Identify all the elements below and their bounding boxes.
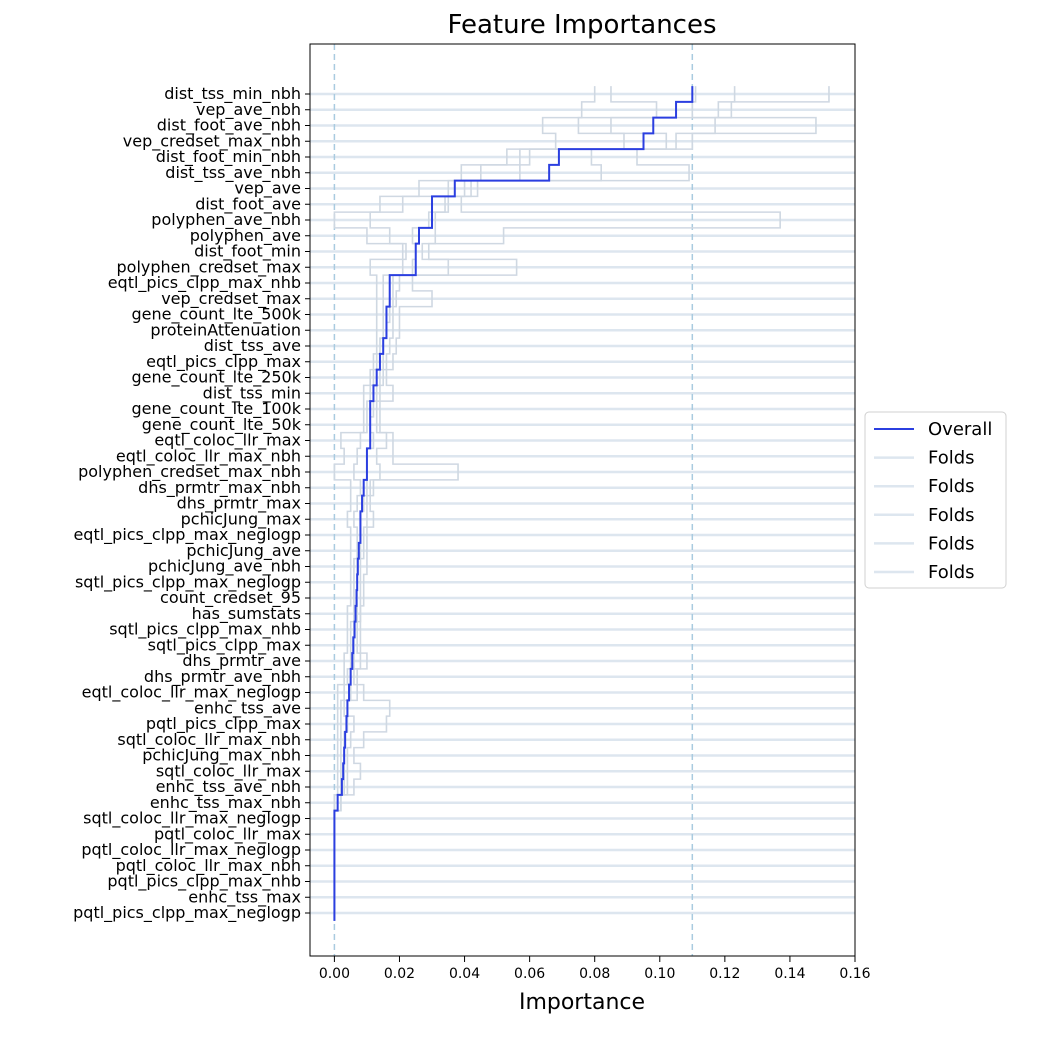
y-tick-label: eqtl_pics_clpp_max_nhb: [108, 273, 301, 293]
y-tick-label: pqtl_pics_clpp_max_nhb: [107, 872, 301, 892]
y-tick-label: polyphen_ave_nbh: [151, 210, 301, 230]
y-tick-label: pqtl_pics_clpp_max: [146, 714, 301, 734]
y-tick-label: pqtl_coloc_llr_max_neglogp: [81, 840, 301, 860]
y-tick-label: pchicJung_ave_nbh: [148, 557, 301, 577]
y-tick-label: dist_foot_min_nbh: [156, 147, 301, 167]
legend: Overall Folds Folds Folds Folds Folds: [864, 411, 1007, 589]
y-tick-label: gene_count_lte_250k: [132, 368, 302, 388]
y-tick-label: proteinAttenuation: [150, 320, 301, 339]
legend-overall-label: Overall: [928, 419, 992, 440]
y-tick-label: vep_credset_max: [161, 289, 301, 309]
y-tick-label: enhc_tss_max_nbh: [150, 793, 301, 813]
y-tick-label: dhs_prmtr_ave: [182, 651, 301, 671]
x-tick-label: 0.10: [644, 966, 675, 982]
x-tick-label: 0.12: [709, 966, 740, 982]
y-tick-label: dist_foot_min: [194, 242, 301, 262]
legend-folds-label: Folds: [928, 505, 975, 526]
x-tick-label: 0.04: [449, 966, 480, 982]
legend-folds-label: Folds: [928, 476, 975, 497]
y-tick-label: dist_tss_ave: [204, 336, 301, 356]
y-tick-label: vep_ave: [234, 179, 301, 199]
y-tick-label: pqtl_coloc_llr_max: [154, 824, 301, 844]
legend-folds-label: Folds: [928, 533, 975, 554]
y-tick-label: dist_foot_ave_nbh: [157, 116, 301, 136]
y-tick-label: dist_foot_ave: [195, 194, 301, 214]
y-tick-label: pqtl_coloc_llr_max_nbh: [116, 856, 301, 876]
y-tick-label: enhc_tss_max: [188, 887, 301, 907]
folds-series-line: [333, 86, 658, 921]
y-tick-label: has_sumstats: [192, 604, 301, 624]
y-axis-tick-labels: dist_tss_min_nbhvep_ave_nbhdist_foot_ave…: [73, 84, 310, 923]
overall-series-line: [333, 86, 694, 921]
x-tick-label: 0.16: [839, 966, 870, 982]
y-tick-label: sqtl_coloc_llr_max_nbh: [117, 730, 301, 750]
y-tick-label: dist_tss_ave_nbh: [165, 163, 301, 183]
y-tick-label: gene_count_lte_50k: [142, 415, 302, 435]
y-tick-label: sqtl_coloc_llr_max: [156, 761, 301, 781]
y-tick-label: polyphen_credset_max: [117, 257, 301, 277]
x-axis-ticks: 0.00 0.02 0.04 0.06 0.08 0.10 0.12 0.14 0.16: [319, 956, 871, 982]
x-tick-label: 0.02: [384, 966, 415, 982]
y-tick-label: gene_count_lte_500k: [132, 305, 302, 325]
legend-folds-label: Folds: [928, 448, 975, 469]
y-tick-label: dist_tss_min_nbh: [164, 84, 301, 104]
y-tick-label: eqtl_coloc_llr_max_neglogp: [82, 683, 301, 703]
y-tick-label: eqtl_coloc_llr_max: [154, 431, 301, 451]
legend-folds-label: Folds: [928, 562, 975, 583]
axes-frame: [309, 43, 856, 957]
folds-series-line: [333, 86, 817, 921]
y-tick-label: sqtl_pics_clpp_max: [148, 635, 301, 655]
y-tick-label: vep_credset_max_nbh: [123, 131, 301, 151]
y-tick-label: count_credset_95: [160, 588, 301, 608]
y-tick-label: dhs_prmtr_max_nbh: [138, 478, 301, 498]
y-tick-label: vep_ave_nbh: [196, 100, 301, 120]
y-tick-label: dhs_prmtr_max: [177, 494, 301, 514]
y-tick-label: enhc_tss_ave_nbh: [156, 777, 301, 797]
x-tick-label: 0.06: [514, 966, 545, 982]
x-axis-label: Importance: [519, 990, 645, 1015]
y-tick-label: dist_tss_min: [203, 383, 301, 403]
y-tick-label: pqtl_pics_clpp_max_neglogp: [73, 903, 301, 923]
y-tick-label: sqtl_pics_clpp_max_nhb: [109, 620, 301, 640]
y-tick-label: pchicJung_max_nbh: [142, 746, 301, 766]
y-tick-label: gene_count_lte_100k: [132, 399, 302, 419]
y-tick-label: enhc_tss_ave: [194, 698, 301, 718]
y-tick-label: polyphen_ave: [190, 226, 301, 246]
y-tick-label: eqtl_pics_clpp_max: [146, 352, 301, 372]
y-tick-label: eqtl_pics_clpp_max_neglogp: [73, 525, 301, 545]
y-tick-label: polyphen_credset_max_nbh: [78, 462, 301, 482]
chart-title: Feature Importances: [447, 10, 716, 40]
x-tick-label: 0.14: [774, 966, 805, 982]
y-tick-label: pchicJung_max: [181, 509, 301, 529]
y-tick-label: sqtl_pics_clpp_max_neglogp: [75, 572, 301, 592]
y-tick-label: dhs_prmtr_ave_nbh: [144, 667, 301, 687]
y-tick-label: pchicJung_ave: [186, 541, 301, 561]
y-tick-label: eqtl_coloc_llr_max_nbh: [116, 446, 301, 466]
plot-area: [310, 44, 855, 956]
folds-series-line: [333, 86, 830, 921]
x-tick-label: 0.00: [319, 966, 350, 982]
y-tick-label: sqtl_coloc_llr_max_neglogp: [83, 809, 301, 829]
x-tick-label: 0.08: [579, 966, 610, 982]
